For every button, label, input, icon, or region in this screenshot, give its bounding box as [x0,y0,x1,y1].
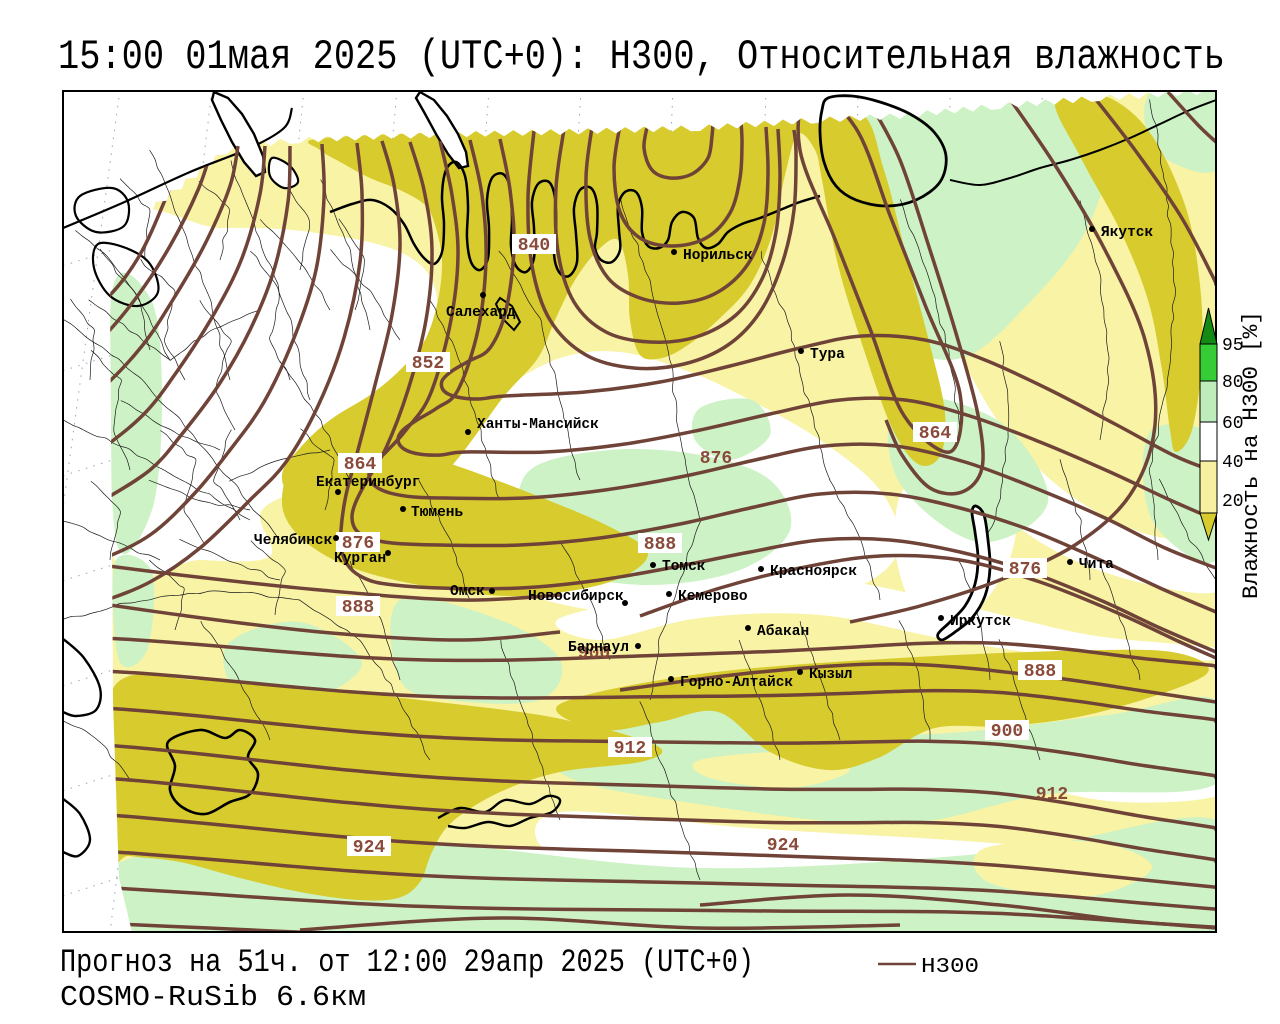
svg-text:888: 888 [1024,662,1056,682]
svg-text:852: 852 [412,354,444,374]
svg-text:Кемерово: Кемерово [678,589,748,605]
svg-text:80: 80 [1222,373,1244,393]
svg-text:840: 840 [518,236,550,256]
svg-text:15:00 01мая 2025 (UTC+0): H300: 15:00 01мая 2025 (UTC+0): H300, Относите… [58,33,1225,81]
svg-text:912: 912 [614,739,646,759]
svg-text:Курган: Курган [334,551,386,567]
svg-text:Влажность на H300 [%]: Влажность на H300 [%] [1239,311,1264,599]
svg-text:Челябинск: Челябинск [254,533,333,549]
svg-text:20: 20 [1222,492,1244,512]
svg-text:Тюмень: Тюмень [411,505,464,521]
svg-text:95: 95 [1222,336,1244,356]
svg-text:864: 864 [344,455,377,475]
svg-text:888: 888 [644,535,676,555]
svg-text:Норильск: Норильск [683,248,753,264]
svg-text:912: 912 [1036,785,1068,805]
svg-text:60: 60 [1222,414,1244,434]
svg-text:Горно-Алтайск: Горно-Алтайск [680,675,793,691]
svg-text:H300: H300 [921,956,979,979]
svg-text:924: 924 [353,838,386,858]
svg-text:Чита: Чита [1079,557,1114,573]
svg-text:Тура: Тура [810,347,845,363]
svg-text:876: 876 [1009,560,1041,580]
svg-text:Томск: Томск [662,559,706,575]
svg-text:864: 864 [919,424,952,444]
svg-text:Барнаул: Барнаул [568,640,629,656]
svg-text:Красноярск: Красноярск [770,564,857,580]
svg-text:888: 888 [342,598,374,618]
svg-text:924: 924 [767,836,800,856]
svg-text:COSMO-RuSib 6.6км: COSMO-RuSib 6.6км [60,981,366,1014]
svg-text:Якутск: Якутск [1101,225,1154,241]
svg-text:Иркутск: Иркутск [950,614,1011,630]
svg-text:Салехард: Салехард [446,305,516,321]
svg-text:Ханты-Мансийск: Ханты-Мансийск [477,417,599,433]
svg-text:Екатеринбург: Екатеринбург [316,475,420,491]
svg-text:Абакан: Абакан [757,624,809,640]
svg-text:900: 900 [991,722,1023,742]
svg-text:40: 40 [1222,453,1244,473]
svg-text:Кызыл: Кызыл [809,667,853,683]
svg-text:876: 876 [700,449,732,469]
svg-text:Омск: Омск [450,584,485,600]
svg-text:Прогноз на 51ч. от 12:00 29апр: Прогноз на 51ч. от 12:00 29апр 2025 (UTC… [60,944,754,981]
svg-text:876: 876 [342,534,374,554]
svg-text:Новосибирск: Новосибирск [528,589,624,605]
svg-text:900: 900 [578,644,610,664]
